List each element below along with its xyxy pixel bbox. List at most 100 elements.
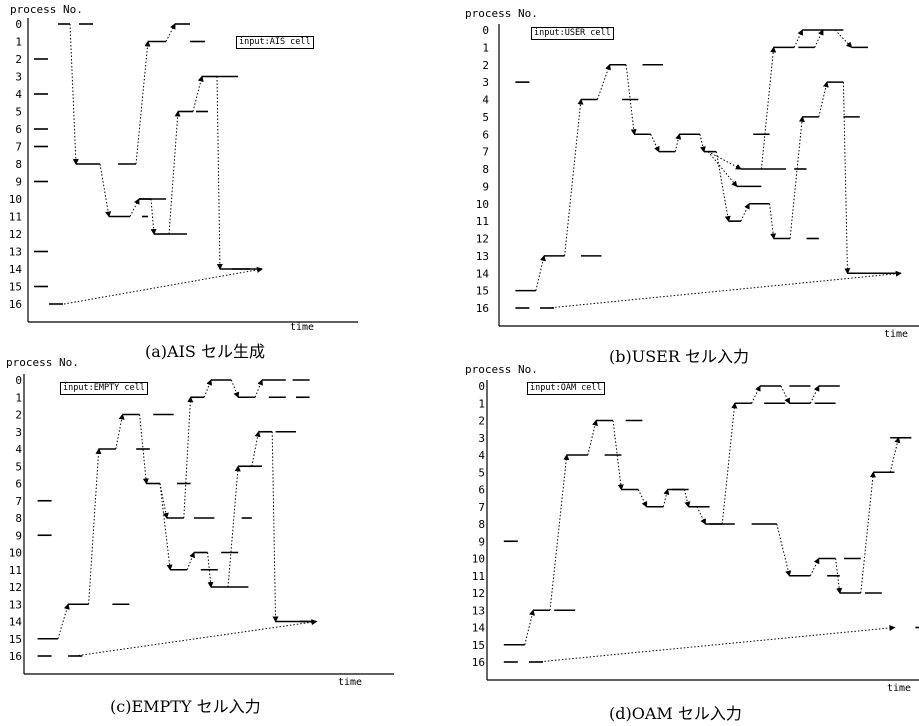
trace-transition <box>115 413 125 450</box>
y-tick-label: 3 <box>15 426 22 439</box>
branch-transition <box>207 552 214 588</box>
chart-panel-b: process No. 0 1 2 3 4 5 6 7 8 9 10 11 12 13 14 15 16 inp… <box>459 0 919 366</box>
y-tick-label: 14 <box>476 267 490 280</box>
trace-transition <box>637 489 648 508</box>
branch-transition <box>135 40 151 165</box>
branch-transition <box>186 551 195 570</box>
y-tick-label: 10 <box>9 547 22 560</box>
trace-transition <box>99 163 112 218</box>
y-tick-label: 7 <box>15 495 22 508</box>
y-tick-label: 2 <box>482 59 489 72</box>
y-tick-label: 4 <box>482 94 489 107</box>
trace-transition <box>549 454 570 611</box>
trace-transition <box>809 385 820 404</box>
y-tick-label: 2 <box>478 415 485 428</box>
chart-caption: (a)AIS セル生成 <box>145 342 265 361</box>
y-tick-label: 1 <box>15 36 22 49</box>
trace-transition <box>183 396 194 519</box>
y-tick-label: 16 <box>472 656 485 669</box>
y-tick-label: 9 <box>482 180 489 193</box>
branch-transition <box>860 471 876 594</box>
branch-transition <box>834 29 853 49</box>
y-tick-label: 10 <box>472 553 485 566</box>
trace-transition <box>564 98 584 256</box>
trace-transition <box>721 402 738 525</box>
y-axis-title: process No. <box>6 356 79 369</box>
y-tick-label: 5 <box>478 466 485 479</box>
chart-caption: (c)EMPTY セル入力 <box>110 697 261 716</box>
branch-transition <box>835 558 843 594</box>
y-tick-label: 2 <box>15 409 22 422</box>
y-tick-label: 13 <box>472 604 485 617</box>
trace-transition <box>69 23 79 165</box>
y-tick-label: 11 <box>472 570 485 583</box>
y-tick-label: 14 <box>9 263 23 276</box>
return-transition <box>548 270 902 309</box>
trace-transition <box>150 198 157 235</box>
trace-transition <box>674 133 682 152</box>
branch-transition <box>251 430 261 467</box>
y-tick-label: 4 <box>15 443 22 456</box>
y-tick-label: 12 <box>9 581 22 594</box>
chart-caption: (d)OAM セル入力 <box>609 704 742 723</box>
x-axis-title: time <box>884 329 909 340</box>
y-tick-label: 4 <box>478 449 485 462</box>
y-tick-label: 14 <box>9 616 23 629</box>
chart-legend: input:USER cell <box>531 27 614 40</box>
y-tick-label: 6 <box>15 123 22 136</box>
y-tick-label: 4 <box>15 88 22 101</box>
trace-transition <box>650 134 660 153</box>
y-tick-label: 9 <box>15 529 22 542</box>
y-tick-label: 15 <box>472 639 485 652</box>
trace-transition <box>769 203 777 240</box>
branch-transition <box>776 523 792 577</box>
y-tick-label: 2 <box>15 53 22 66</box>
chart-legend: input:OAM cell <box>527 382 605 395</box>
x-axis-title: time <box>887 683 912 694</box>
return-transition <box>537 624 896 663</box>
y-tick-label: 1 <box>478 397 485 410</box>
y-tick-label: 12 <box>476 233 489 246</box>
y-tick-label: 13 <box>476 250 489 263</box>
y-tick-label: 0 <box>15 374 22 387</box>
x-axis-title: time <box>290 322 315 333</box>
trace-transition <box>780 385 790 405</box>
y-tick-label: 0 <box>15 18 22 31</box>
branch-transition <box>760 46 777 170</box>
trace-transition <box>625 64 637 136</box>
y-tick-label: 11 <box>9 564 22 577</box>
y-tick-label: 15 <box>476 285 489 298</box>
y-tick-label: 16 <box>9 650 22 663</box>
y-tick-label: 15 <box>9 633 22 646</box>
branch-transition <box>707 151 742 170</box>
trace-transition <box>596 63 611 100</box>
y-tick-label: 5 <box>15 460 22 473</box>
y-tick-label: 11 <box>9 211 22 224</box>
y-tick-label: 3 <box>478 432 485 445</box>
y-tick-label: 8 <box>15 512 22 525</box>
trace-transition <box>740 202 750 222</box>
y-axis-title: process No. <box>465 363 538 376</box>
chart-panel-d: process No. 0 1 2 3 4 5 6 7 8 9 10 11 12 13 14 15 16 inp… <box>459 360 919 726</box>
branch-transition <box>707 151 738 188</box>
trace-transition <box>789 115 805 239</box>
return-transition <box>74 619 318 657</box>
trace-transition <box>524 609 535 645</box>
trace-transition <box>230 379 240 399</box>
trace-transition <box>587 419 598 456</box>
trace-transition <box>699 134 706 153</box>
trace-transition <box>168 110 181 235</box>
trace-transition <box>88 448 102 605</box>
y-tick-label: 15 <box>9 281 22 294</box>
trace-transition <box>751 385 761 404</box>
chart-legend: input:AIS cell <box>236 36 314 49</box>
trace-transition <box>254 379 263 398</box>
y-tick-label: 9 <box>478 535 485 548</box>
y-tick-label: 0 <box>478 380 485 393</box>
trace-transition <box>818 81 829 117</box>
trace-transition <box>139 414 149 485</box>
y-tick-label: 12 <box>472 587 485 600</box>
trace-transition <box>216 76 223 270</box>
x-axis-title: time <box>338 677 363 688</box>
